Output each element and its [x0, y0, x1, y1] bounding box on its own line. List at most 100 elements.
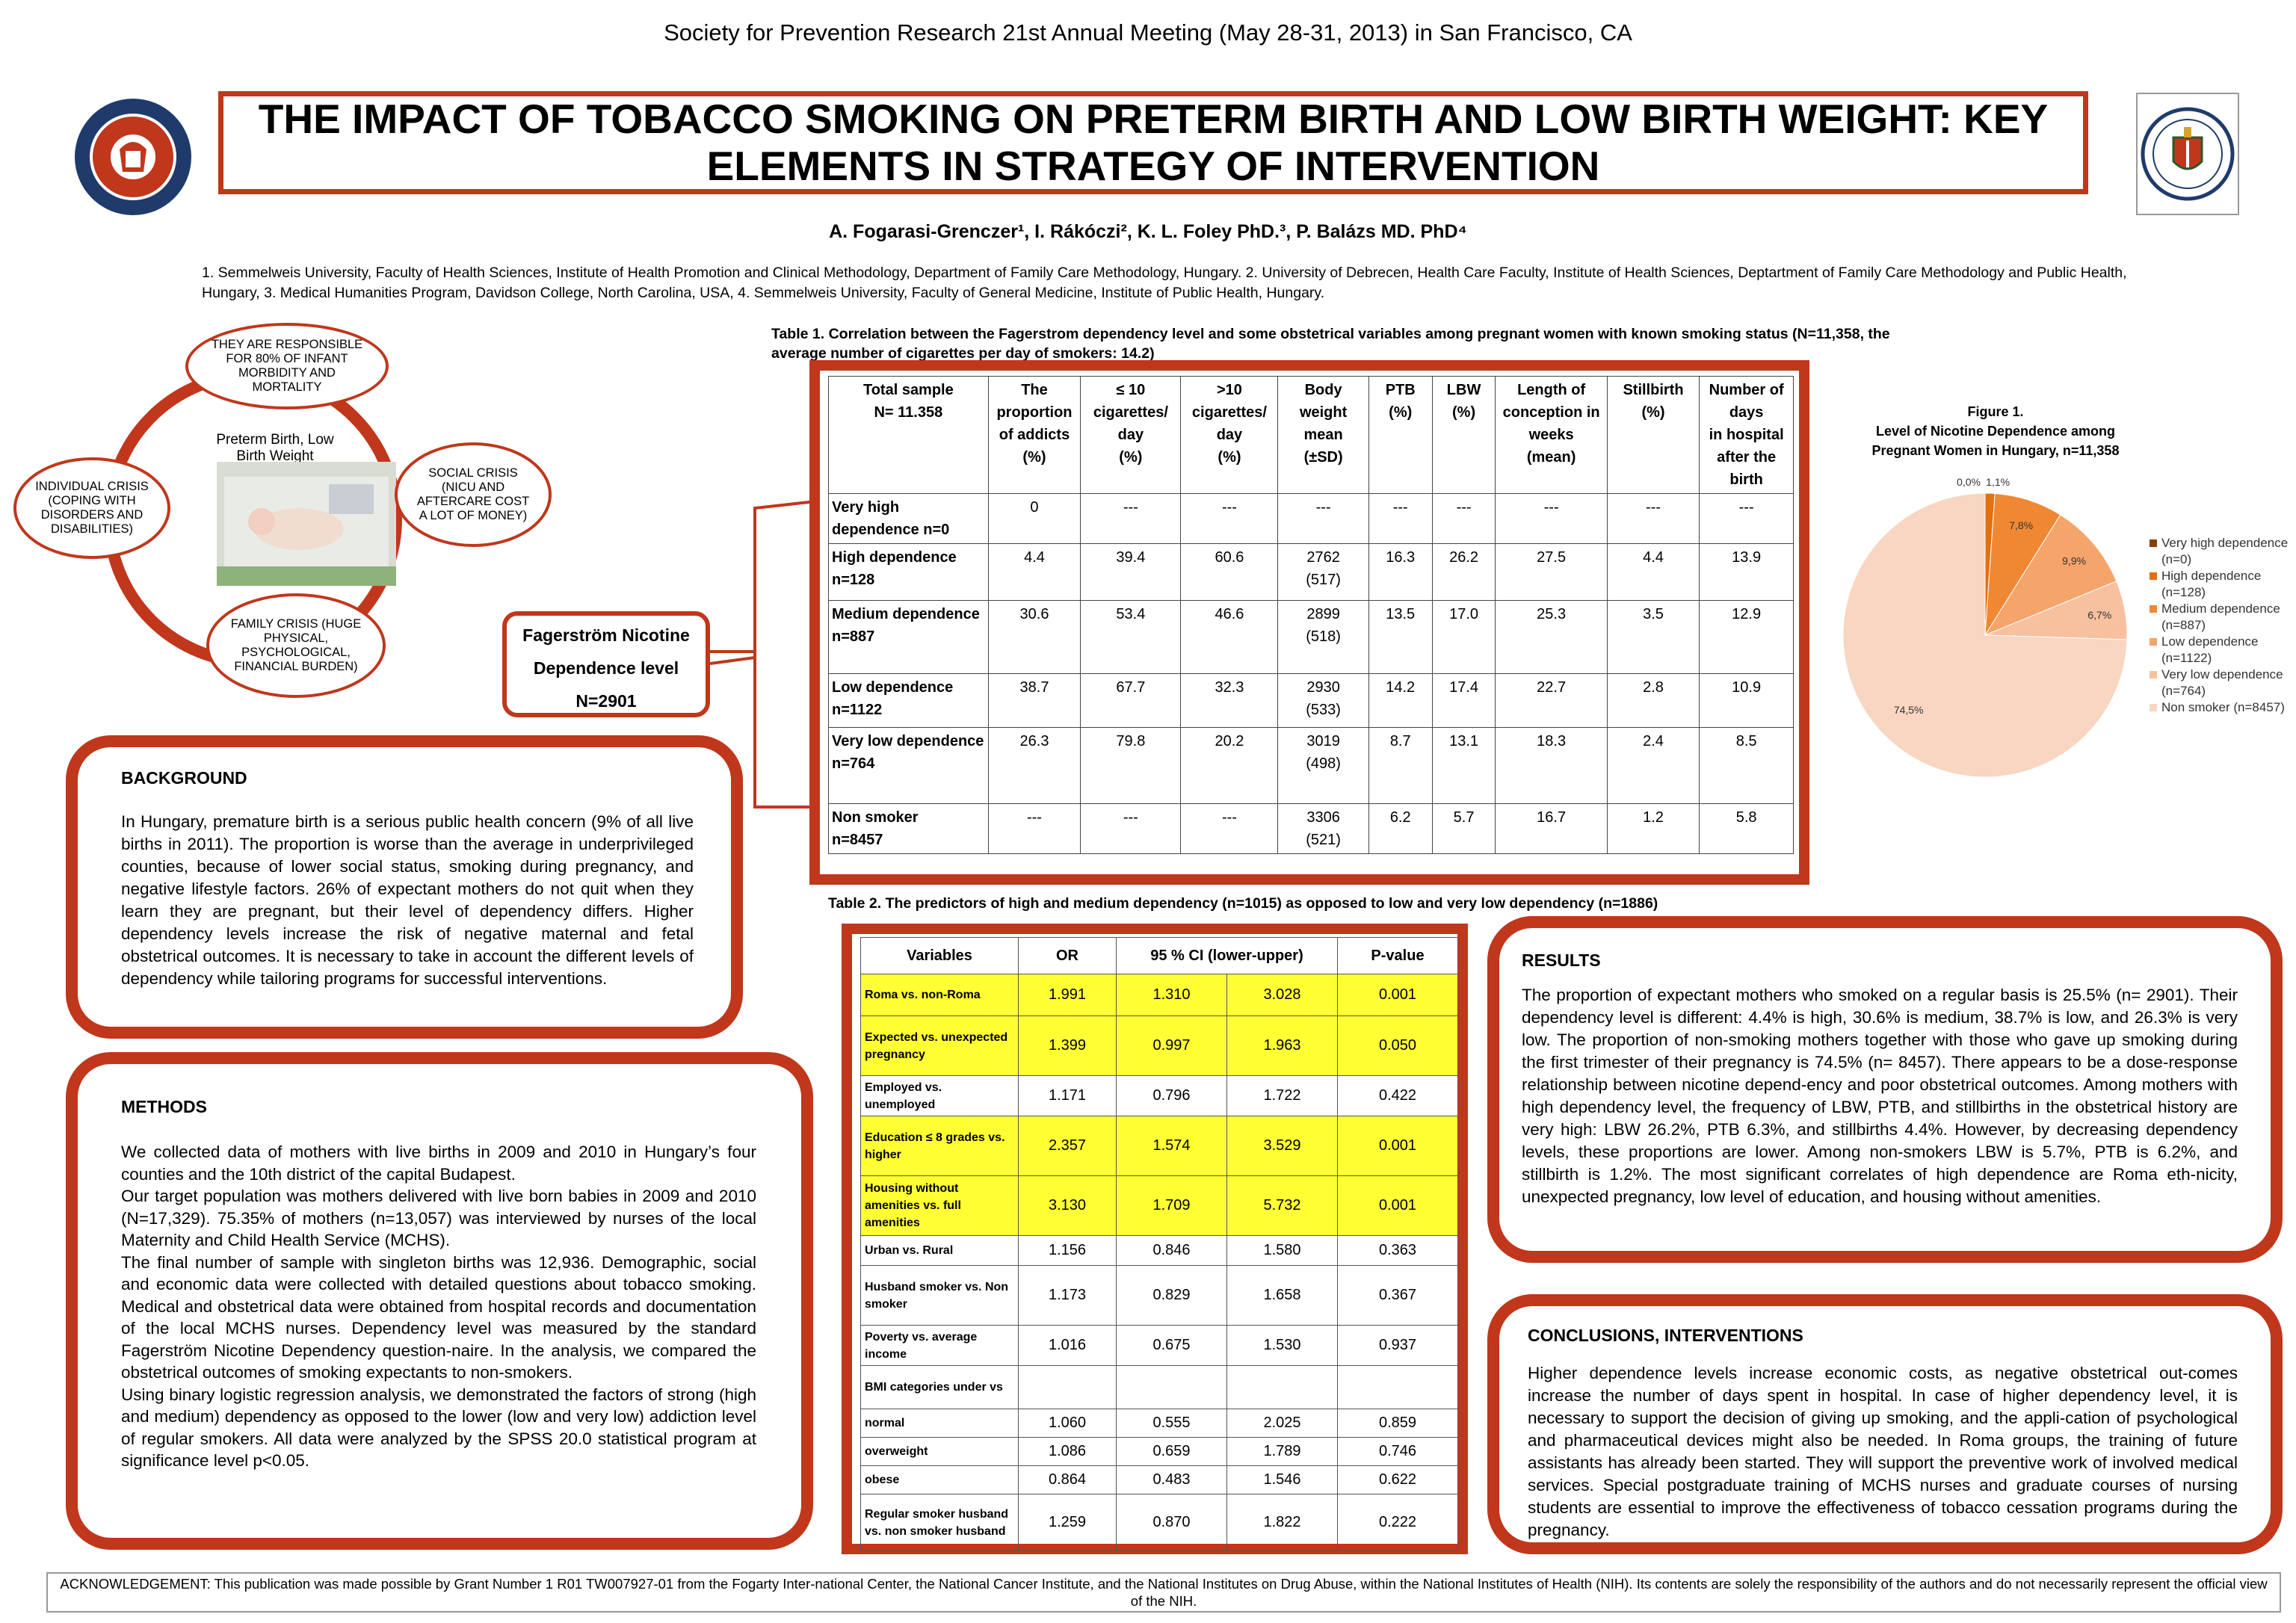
t2-cell: 0.555 — [1116, 1409, 1227, 1438]
legend-swatch — [2150, 540, 2157, 547]
methods-section: METHODS We collected data of mothers wit… — [66, 1052, 813, 1550]
t2-variable: Housing without amenities vs. full ameni… — [860, 1175, 1019, 1236]
authors: A. Fogarasi-Grenczer¹, I. Rákóczi², K. L… — [829, 221, 1467, 242]
affiliations: 1. Semmelweis University, Faculty of Hea… — [202, 265, 2127, 301]
background-section: BACKGROUND In Hungary, premature birth i… — [66, 735, 743, 1039]
t1-cell: 60.6 — [1180, 543, 1279, 601]
t2-cell — [1018, 1365, 1117, 1409]
table1: Total sample N= 11.358 The proportion of … — [828, 376, 1794, 854]
t1-header: Total sample N= 11.358 — [828, 376, 989, 494]
t1-cell: 2762 (517) — [1277, 543, 1369, 601]
t2-variable: normal — [860, 1409, 1019, 1438]
meeting-line: Society for Prevention Research 21st Ann… — [664, 19, 1632, 46]
t1-cell: 3019 (498) — [1277, 727, 1369, 804]
t1-cell: 4.4 — [1606, 543, 1700, 601]
t1-cell: 27.5 — [1495, 543, 1608, 601]
legend-label: Non smoker (n=8457) — [2161, 700, 2285, 714]
t2-cell: 3.028 — [1226, 974, 1339, 1016]
methods-title: METHODS — [121, 1097, 207, 1116]
pie-slice — [1984, 514, 2117, 637]
legend-swatch — [2150, 704, 2157, 711]
t2-cell: 1.822 — [1226, 1494, 1339, 1551]
t2-cell: 0.659 — [1116, 1437, 1227, 1466]
t1-cell: --- — [1180, 803, 1279, 854]
table-row: normal 1.060 0.555 2.025 0.859 — [860, 1409, 1458, 1438]
t2-cell: 0.870 — [1116, 1494, 1227, 1551]
t2-variable: Employed vs. unemployed — [860, 1075, 1019, 1116]
t1-header: Stillbirth (%) — [1606, 376, 1700, 494]
t2-variable: Roma vs. non-Roma — [860, 974, 1019, 1016]
figure1-pie-chart: 0,0% 1,1% 7,8% 9,9% 6,7% 74,5% — [1842, 476, 2128, 777]
t1-cell: 3306 (521) — [1277, 803, 1369, 854]
ellipse-social-crisis: SOCIAL CRISIS (NICU AND AFTERCARE COST A… — [395, 442, 552, 547]
t2-cell — [1337, 1365, 1458, 1409]
t2-cell: 0.829 — [1116, 1265, 1227, 1326]
t2-header: 95 % CI (lower-upper) — [1116, 937, 1338, 974]
pie-data-label: 6,7% — [2087, 609, 2111, 621]
t1-cell: 53.4 — [1080, 600, 1182, 674]
t2-cell: 1.156 — [1018, 1235, 1117, 1266]
t1-cell: --- — [1080, 493, 1182, 544]
t1-cell: 8.7 — [1368, 727, 1433, 804]
t2-cell: 0.001 — [1337, 1116, 1458, 1176]
conclusions-title: CONCLUSIONS, INTERVENTIONS — [1528, 1326, 1803, 1345]
methods-text: We collected data of mothers with live b… — [121, 1141, 756, 1472]
t2-cell: 2.025 — [1226, 1409, 1339, 1438]
t1-cell: 67.7 — [1080, 673, 1182, 728]
legend-swatch — [2150, 572, 2157, 580]
t1-header: PTB (%) — [1368, 376, 1433, 494]
crisis-diagram: Preterm Birth, Low Birth Weight THEY ARE… — [13, 323, 552, 711]
t1-cell: 2930 (533) — [1277, 673, 1369, 728]
poster-title: THE IMPACT OF TOBACCO SMOKING ON PRETERM… — [258, 96, 2049, 189]
table-row: Poverty vs. average income 1.016 0.675 1.53… — [860, 1325, 1458, 1366]
table-row: Housing without amenities vs. full ameni… — [860, 1175, 1458, 1236]
t2-cell: 1.709 — [1116, 1175, 1227, 1236]
t2-cell: 1.963 — [1226, 1015, 1339, 1076]
t2-cell: 0.001 — [1337, 974, 1458, 1016]
t1-cell: 79.8 — [1080, 727, 1182, 804]
t1-cell: --- — [1180, 493, 1279, 544]
t1-cell: 25.3 — [1495, 600, 1608, 674]
t2-cell: 0.483 — [1116, 1465, 1227, 1494]
t1-cell: 13.9 — [1699, 543, 1794, 601]
t2-variable: Expected vs. unexpected pregnancy — [860, 1015, 1019, 1076]
table1-caption: Table 1. Correlation between the Fagerst… — [771, 326, 1890, 362]
t1-cell: 32.3 — [1180, 673, 1279, 728]
t1-cell: 39.4 — [1080, 543, 1182, 601]
t1-cell: 2.8 — [1606, 673, 1700, 728]
t2-cell: 1.991 — [1018, 974, 1117, 1016]
t2-cell: 1.574 — [1116, 1116, 1227, 1176]
t2-cell — [1226, 1365, 1339, 1409]
newborn-photo — [217, 462, 396, 586]
pie-data-label: 74,5% — [1894, 704, 1924, 716]
t1-cell: --- — [987, 803, 1081, 854]
t2-variable: obese — [860, 1465, 1019, 1494]
t2-cell: 1.086 — [1018, 1437, 1117, 1466]
t1-cell: 46.6 — [1180, 600, 1279, 674]
table-row: Urban vs. Rural 1.156 0.846 1.580 0.363 — [860, 1235, 1458, 1266]
t1-cell: 0 — [987, 493, 1081, 544]
t1-row-label: Medium dependence n=887 — [828, 600, 989, 674]
t2-variable: Regular smoker husband vs. non smoker hu… — [860, 1494, 1019, 1551]
t1-cell: 8.5 — [1699, 727, 1794, 804]
pie-data-label: 1,1% — [1986, 476, 2010, 488]
table-row: Education ≤ 8 grades vs. higher 2.357 1.57… — [860, 1116, 1458, 1176]
t1-cell: 4.4 — [987, 543, 1081, 601]
t1-cell: 12.9 — [1699, 600, 1794, 674]
t1-cell: --- — [1699, 493, 1794, 544]
fagerstrom-line3: N=2901 — [575, 691, 637, 711]
results-title: RESULTS — [1522, 950, 1601, 970]
t2-cell: 5.732 — [1226, 1175, 1339, 1236]
t1-header: The proportion of addicts (%) — [987, 376, 1081, 494]
t2-cell: 1.310 — [1116, 974, 1227, 1016]
table-row: Very high dependence n=0 0 --- --- --- --- ---… — [828, 493, 1794, 544]
table-row: BMI categories under vs — [860, 1365, 1458, 1409]
table-row: obese 0.864 0.483 1.546 0.622 — [860, 1465, 1458, 1494]
t1-cell: 26.2 — [1431, 543, 1496, 601]
t2-cell: 0.622 — [1337, 1465, 1458, 1494]
t2-variable: Urban vs. Rural — [860, 1235, 1019, 1266]
t1-cell: 3.5 — [1606, 600, 1700, 674]
t1-cell: 22.7 — [1495, 673, 1608, 728]
table-row: Non smoker n=8457 --- --- --- 3306 (521) 6.2 5… — [828, 803, 1794, 854]
t2-cell: 2.357 — [1018, 1116, 1117, 1176]
